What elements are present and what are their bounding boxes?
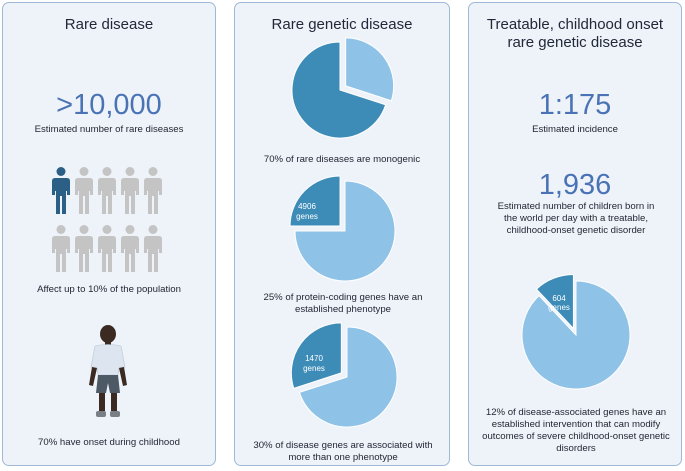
child-figure-icon — [89, 325, 127, 417]
pie-slice-multi-phenotype — [290, 322, 342, 389]
person-icon — [144, 167, 162, 214]
person-icon — [75, 225, 93, 272]
pie-multi-phenotype-caption: 30% of disease genes are associated with… — [253, 440, 433, 463]
pie-label: 4906 — [298, 202, 316, 211]
pie-label: genes — [296, 212, 318, 221]
pie-monogenic-caption: 70% of rare diseases are monogenic — [263, 154, 421, 165]
panel-rare-genetic-disease: Rare genetic disease 70% of rare disease… — [234, 2, 450, 466]
pie-slice-phenotype-genes — [289, 175, 341, 227]
person-icon — [144, 225, 162, 272]
childhood-caption: 70% have onset during childhood — [38, 437, 180, 448]
person-icon — [52, 225, 70, 272]
pie-slice-untreatable-genes — [521, 280, 631, 390]
incidence-caption: Estimated incidence — [532, 124, 618, 135]
pie-label: 604 — [552, 294, 566, 303]
person-icon — [98, 225, 116, 272]
person-icon — [98, 167, 116, 214]
pie-protein-coding: 4906 genes — [289, 175, 396, 282]
person-icon — [75, 167, 93, 214]
population-caption: Affect up to 10% of the population — [37, 284, 181, 295]
panel-rare-disease: Rare disease >10,000 Estimated number of… — [2, 2, 216, 466]
panel-title: Rare disease — [64, 16, 154, 33]
pie-slice-single-phenotype — [298, 326, 398, 428]
pie-label: 1470 — [305, 354, 323, 363]
pie-slice-other — [345, 37, 395, 102]
panel-title-line2: rare genetic disease — [507, 34, 643, 51]
person-icon — [121, 167, 139, 214]
pie-multi-phenotype: 1470 genes — [290, 322, 398, 428]
children-per-day-number: 1,936 — [538, 169, 612, 201]
person-icon — [121, 225, 139, 272]
pie-treatable-genes: 604 genes — [521, 273, 631, 390]
pie-slice-remaining-genes — [294, 180, 396, 282]
panel-title-line1: Treatable, childhood onset — [486, 16, 664, 33]
pie-monogenic — [291, 37, 395, 139]
pie-slice-monogenic — [291, 41, 387, 139]
pie-label: genes — [548, 303, 570, 312]
people-grid — [52, 167, 162, 272]
big-number-caption: Estimated number of rare diseases — [34, 124, 184, 135]
pie-label: genes — [303, 364, 325, 373]
children-per-day-caption: Estimated number of children born in the… — [497, 201, 655, 236]
panel-treatable-childhood: Treatable, childhood onset rare genetic … — [468, 2, 682, 466]
panel-title: Rare genetic disease — [271, 16, 413, 33]
pie-protein-coding-caption: 25% of protein-coding genes have an esta… — [263, 292, 423, 315]
incidence-number: 1:175 — [538, 89, 612, 121]
pie-slice-treatable-genes — [535, 273, 574, 330]
person-icon — [52, 167, 70, 214]
big-number: >10,000 — [56, 89, 162, 121]
pie-treatable-caption: 12% of disease-associated genes have an … — [482, 407, 670, 454]
